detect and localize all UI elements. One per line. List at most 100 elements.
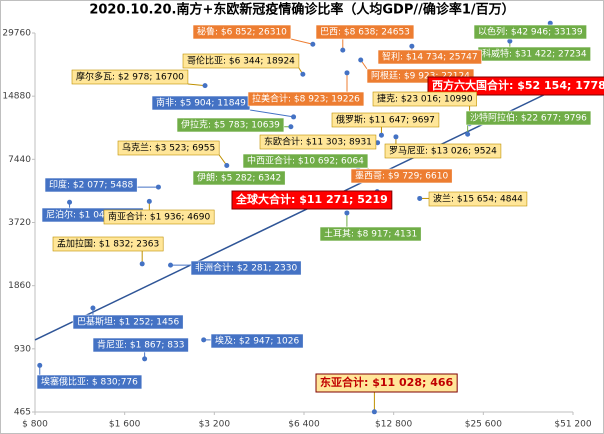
label-text: 摩尔多瓦: $2 978; 16700 (76, 71, 184, 83)
data-label: 拉美合计: $8 923; 19226 (247, 91, 365, 107)
data-label: 伊拉克: $5 783; 10639 (176, 117, 285, 133)
label-box (247, 91, 365, 107)
label-box (192, 170, 286, 186)
label-box (36, 374, 143, 390)
point (371, 409, 377, 415)
label-text: 巴基斯坦: $1 252; 1456 (77, 316, 179, 328)
data-label: 巴西: $8 638; 24653 (315, 24, 415, 40)
point (340, 47, 346, 53)
point (310, 41, 316, 47)
label-box (192, 24, 292, 40)
point (507, 38, 513, 44)
label-text: 土耳其: $8 917; 4131 (324, 228, 417, 240)
point (358, 57, 364, 63)
label-box (259, 134, 377, 150)
label-box (350, 168, 453, 184)
data-label: 南非: $5 904; 11849 (151, 95, 251, 111)
label-box (372, 91, 477, 107)
label-text: 智利: $14 734; 25747 (382, 51, 478, 63)
x-tick-label: $ 800 (22, 420, 48, 430)
label-box (52, 236, 164, 252)
label-box (428, 191, 528, 207)
point (90, 305, 96, 311)
leader-line (290, 38, 313, 45)
data-label: 乌克兰: $3 523; 6955 (117, 140, 220, 156)
label-text: 中西亚合计: $10 692; 6064 (247, 155, 364, 167)
label-box (242, 153, 369, 169)
label-box (465, 110, 592, 126)
label-box (331, 112, 440, 128)
data-label: 哥伦比亚: $6 344; 18924 (182, 53, 300, 69)
label-text: 全球大合计: $11 271; 5219 (235, 192, 388, 206)
label-text: 伊拉克: $5 783; 10639 (181, 119, 280, 131)
point (37, 362, 43, 368)
point (409, 43, 415, 49)
label-text: 非洲合计: $2 281; 2330 (195, 262, 297, 274)
data-label: 沙特阿拉伯: $22 677; 9796 (465, 110, 592, 126)
label-text: 罗马尼亚: $13 026; 9524 (389, 146, 497, 157)
point (344, 70, 350, 76)
label-box (44, 177, 138, 193)
label-text: 西方六大国合计: $52 154; 17780 (432, 78, 604, 92)
data-label: 东亚合计: $11 028; 466 (315, 373, 458, 393)
data-label: 中西亚合计: $10 692; 6064 (242, 153, 369, 169)
label-text: 南亚合计: $1 936; 4690 (108, 211, 210, 223)
label-text: 拉美合计: $8 923; 19226 (252, 93, 360, 105)
label-box (315, 373, 458, 393)
label-text: 波兰: $15 654; 4844 (433, 193, 523, 205)
data-label: 秘鲁: $6 852; 26310 (192, 24, 292, 40)
label-text: 以色列: $42 946; 33139 (478, 26, 583, 38)
label-text: 埃及: $2 947; 1026 (215, 335, 299, 347)
label-text: 巴西: $8 638; 24653 (320, 27, 410, 38)
point (168, 262, 174, 268)
y-tick-label: 1860 (8, 281, 31, 291)
label-text: 哥伦比亚: $6 344; 18924 (187, 55, 295, 67)
data-label: 科威特: $31 422; 27234 (477, 46, 591, 62)
label-box (117, 140, 220, 156)
label-text: 东亚合计: $11 028; 466 (320, 375, 454, 389)
point (465, 131, 471, 137)
label-text: 捷克: $23 016; 10990 (377, 93, 473, 105)
leader-line (249, 109, 294, 118)
point (291, 114, 297, 120)
data-label: 智利: $14 734; 25747 (377, 49, 482, 65)
x-tick-label: $12 800 (375, 420, 412, 430)
label-text: 科威特: $31 422; 27234 (482, 48, 587, 60)
point (393, 134, 399, 140)
point (417, 195, 423, 201)
point (224, 162, 230, 168)
data-label: 伊朗: $5 282; 6342 (192, 170, 286, 186)
label-box (377, 49, 482, 65)
data-label: 土耳其: $8 917; 4131 (319, 226, 422, 242)
data-label: 印度: $2 077; 5488 (44, 177, 138, 193)
label-text: 肯尼亚: $1 867; 833 (97, 339, 184, 351)
label-text: 伊朗: $5 282; 6342 (197, 172, 281, 184)
label-text: 南非: $5 904; 11849 (156, 97, 246, 109)
label-box (92, 337, 189, 353)
x-tick-label: $1 600 (109, 420, 141, 430)
data-label: 摩尔多瓦: $2 978; 16700 (71, 69, 189, 85)
label-text: 埃塞俄比亚: $ 830;776 (41, 376, 138, 388)
data-label: 东欧合计: $11 303; 8931 (259, 134, 377, 150)
data-label: 罗马尼亚: $13 026; 9524 (384, 143, 502, 159)
label-box (182, 53, 300, 69)
point (300, 71, 306, 77)
y-tick-label: 930 (14, 344, 31, 354)
label-text: 沙特阿拉伯: $22 677; 9796 (470, 112, 587, 124)
data-label: 全球大合计: $11 271; 5219 (231, 190, 393, 210)
point (547, 20, 553, 26)
label-text: 印度: $2 077; 5488 (49, 179, 133, 191)
data-label: 孟加拉国: $1 832; 2363 (52, 236, 164, 252)
data-label: 埃塞俄比亚: $ 830;776 (36, 374, 143, 390)
y-tick-label: 29760 (2, 29, 31, 39)
label-box (71, 69, 189, 85)
point (146, 198, 152, 204)
label-box (103, 209, 215, 225)
data-label: 巴基斯坦: $1 252; 1456 (72, 314, 184, 330)
point (378, 132, 384, 138)
label-text: 乌克兰: $3 523; 6955 (122, 142, 215, 154)
data-label: 俄罗斯: $11 647; 9697 (331, 112, 440, 128)
label-box (315, 24, 415, 40)
data-label: 肯尼亚: $1 867; 833 (92, 337, 189, 353)
point (202, 83, 208, 89)
